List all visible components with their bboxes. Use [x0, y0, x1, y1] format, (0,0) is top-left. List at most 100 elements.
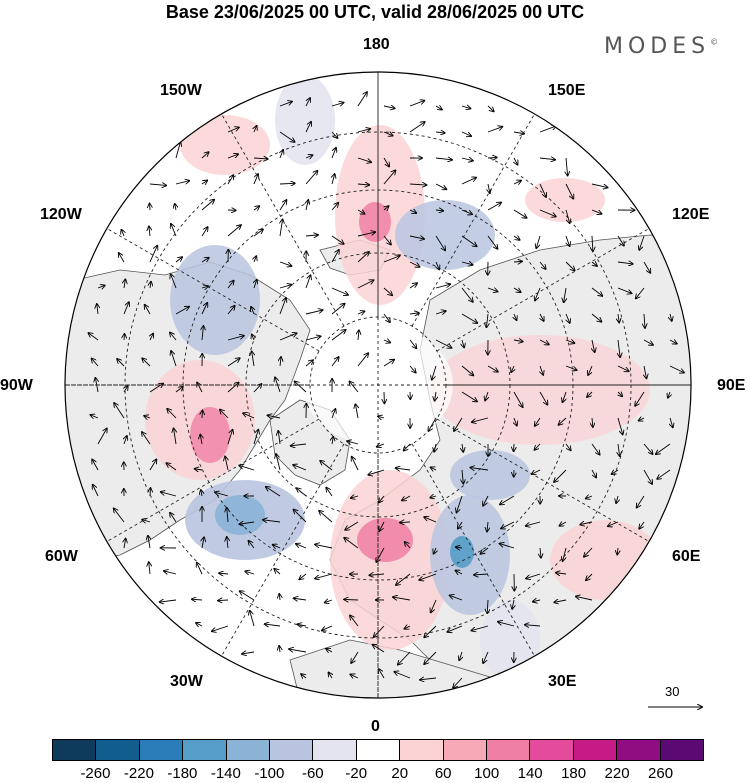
wind-vector	[315, 573, 333, 579]
wind-vector	[121, 230, 124, 237]
wind-vector	[535, 417, 541, 426]
wind-vector	[93, 485, 99, 497]
wind-vector	[249, 541, 255, 549]
wind-vector	[351, 651, 359, 663]
wind-vector	[540, 547, 541, 558]
wind-vector	[201, 180, 207, 184]
wind-vector	[396, 468, 411, 470]
longitude-label-90w: 90W	[0, 377, 33, 394]
meridian-line	[411, 443, 535, 657]
wind-vector	[142, 432, 151, 445]
anomaly-pos-alaska	[180, 115, 270, 175]
colorbar-swatch	[53, 740, 97, 760]
wind-vector	[124, 334, 125, 341]
wind-vector	[532, 469, 541, 474]
wind-vector	[461, 158, 473, 161]
wind-vector	[643, 339, 653, 345]
wind-vector	[149, 184, 166, 185]
wind-vector	[254, 126, 257, 133]
wind-vector	[618, 443, 620, 456]
wind-vector	[245, 571, 255, 574]
wind-vector	[253, 206, 259, 210]
colorbar-label: -20	[345, 765, 368, 782]
wind-vector	[289, 649, 307, 652]
wind-vector	[218, 600, 229, 601]
wind-vector	[644, 365, 646, 378]
wind-vector	[201, 490, 202, 497]
colorbar-labels: -260 -220 -180 -140 -100 -60 -20 20 60 100 140 180 2…	[52, 765, 704, 783]
wind-vector	[591, 183, 608, 188]
wind-vector	[170, 513, 177, 523]
wind-vector	[280, 150, 283, 159]
wind-vector	[383, 256, 400, 263]
wind-vector	[435, 284, 450, 289]
wind-vector	[175, 204, 176, 211]
wind-vector	[220, 410, 229, 419]
wind-vector	[565, 183, 573, 199]
wind-vector	[293, 465, 307, 471]
colorbar-label: 260	[648, 765, 674, 782]
wind-vector	[279, 200, 286, 211]
wind-vector	[254, 256, 256, 263]
meridian-line	[411, 113, 535, 327]
wind-vector	[669, 365, 684, 373]
wind-vector	[461, 178, 476, 185]
wind-vector	[351, 496, 359, 498]
wind-vector	[409, 313, 419, 314]
wind-vector	[347, 441, 359, 444]
wind-vector	[305, 275, 310, 289]
wind-vector	[453, 677, 463, 688]
wind-vector	[242, 652, 255, 654]
wind-vector	[383, 340, 390, 343]
wind-vector	[345, 521, 359, 530]
anomaly-pos-hudson-core	[190, 407, 230, 463]
wind-vector	[124, 279, 125, 289]
wind-vector	[319, 511, 333, 523]
wind-vector	[472, 417, 489, 422]
meridian-line	[106, 228, 320, 352]
wind-vector	[461, 106, 470, 109]
wind-vector	[305, 98, 310, 107]
wind-vector	[419, 573, 437, 580]
colorbar-swatch	[487, 740, 531, 760]
wind-vector	[117, 359, 125, 367]
wind-vector	[618, 339, 620, 357]
colorbar	[52, 739, 704, 761]
wind-vector	[200, 435, 202, 445]
wind-vector	[608, 521, 619, 526]
wind-vector	[455, 570, 463, 574]
wind-vector	[250, 611, 255, 627]
wind-vector	[514, 417, 517, 426]
wind-vector	[175, 181, 189, 185]
wind-vector	[487, 599, 488, 613]
wind-vector	[554, 600, 567, 602]
wind-vector	[584, 547, 593, 557]
wind-vector	[639, 235, 645, 250]
wind-vector	[201, 227, 208, 237]
wind-vector	[195, 469, 203, 470]
brand-name: MODES	[604, 34, 711, 59]
wind-vector	[349, 381, 359, 393]
wind-vector	[435, 311, 446, 314]
wind-vector	[480, 547, 489, 554]
wind-vector	[409, 261, 420, 267]
wind-vector	[357, 210, 365, 214]
wind-vector	[328, 672, 332, 679]
wind-vector	[279, 333, 297, 341]
wind-vector	[320, 461, 333, 471]
wind-vector	[409, 339, 416, 348]
wind-vector	[564, 287, 566, 302]
wind-vector	[273, 545, 281, 548]
wind-vector	[424, 625, 437, 637]
wind-vector	[331, 357, 339, 367]
wind-vector	[161, 492, 177, 497]
anomaly-neg-eastern-europe-core	[450, 536, 474, 568]
anomaly-neg-north-africa	[480, 600, 540, 680]
wind-vector	[305, 235, 318, 236]
wind-vector	[576, 596, 593, 601]
wind-vector	[239, 465, 255, 471]
wind-vector	[215, 492, 229, 497]
wind-vector	[251, 307, 254, 315]
wind-vector	[526, 573, 541, 579]
wind-vector	[461, 262, 473, 265]
